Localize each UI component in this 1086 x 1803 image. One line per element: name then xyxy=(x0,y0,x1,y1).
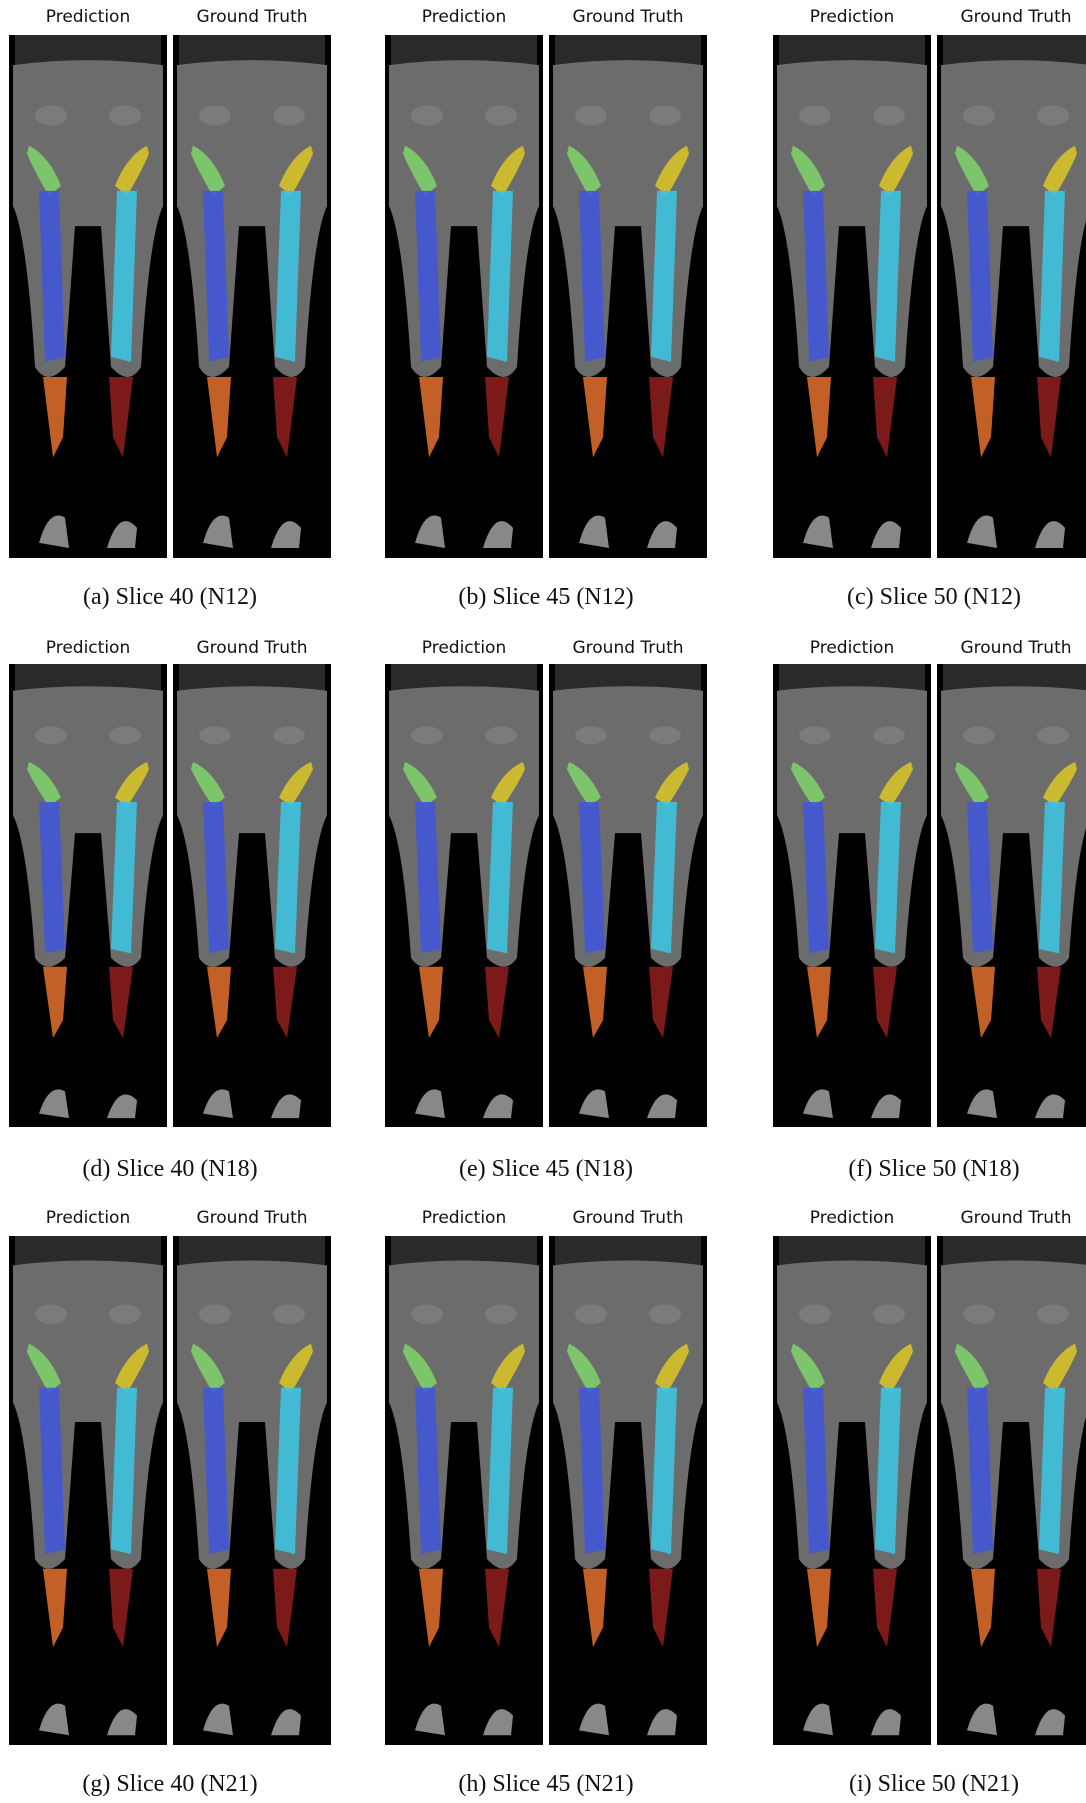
prediction-image xyxy=(385,664,543,1127)
ct-slice xyxy=(385,664,543,1127)
ground-truth-image xyxy=(173,664,331,1127)
caption: (i) Slice 50 (N21) xyxy=(774,1771,1086,1798)
prediction-label: Prediction xyxy=(385,7,543,27)
ground-truth-image xyxy=(173,35,331,558)
prediction-image xyxy=(385,1236,543,1745)
prediction-label: Prediction xyxy=(9,1208,167,1228)
ct-slice xyxy=(773,1236,931,1745)
ground-truth-label: Ground Truth xyxy=(937,638,1086,658)
prediction-image xyxy=(9,664,167,1127)
caption: (f) Slice 50 (N18) xyxy=(774,1156,1086,1183)
ct-slice xyxy=(9,1236,167,1745)
ct-slice xyxy=(173,664,331,1127)
ct-slice xyxy=(9,664,167,1127)
ct-slice xyxy=(773,664,931,1127)
prediction-label: Prediction xyxy=(773,1208,931,1228)
ground-truth-label: Ground Truth xyxy=(173,7,331,27)
ct-slice xyxy=(173,35,331,558)
caption: (a) Slice 40 (N12) xyxy=(10,584,330,611)
ct-slice xyxy=(937,1236,1086,1745)
ground-truth-label: Ground Truth xyxy=(549,638,707,658)
prediction-image xyxy=(9,35,167,558)
caption: (g) Slice 40 (N21) xyxy=(10,1771,330,1798)
ct-slice xyxy=(549,664,707,1127)
prediction-label: Prediction xyxy=(385,638,543,658)
ground-truth-image xyxy=(937,664,1086,1127)
prediction-image xyxy=(385,35,543,558)
ct-slice xyxy=(937,664,1086,1127)
ground-truth-image xyxy=(549,35,707,558)
caption: (h) Slice 45 (N21) xyxy=(386,1771,706,1798)
prediction-label: Prediction xyxy=(773,7,931,27)
ground-truth-image xyxy=(173,1236,331,1745)
prediction-label: Prediction xyxy=(385,1208,543,1228)
ground-truth-image xyxy=(937,1236,1086,1745)
ground-truth-label: Ground Truth xyxy=(937,1208,1086,1228)
prediction-image xyxy=(773,1236,931,1745)
ground-truth-label: Ground Truth xyxy=(549,7,707,27)
ct-slice xyxy=(385,35,543,558)
ct-slice xyxy=(9,35,167,558)
ground-truth-image xyxy=(549,1236,707,1745)
prediction-label: Prediction xyxy=(9,7,167,27)
caption: (e) Slice 45 (N18) xyxy=(386,1156,706,1183)
ground-truth-label: Ground Truth xyxy=(173,638,331,658)
prediction-image xyxy=(773,35,931,558)
ct-slice xyxy=(385,1236,543,1745)
ground-truth-label: Ground Truth xyxy=(549,1208,707,1228)
ground-truth-label: Ground Truth xyxy=(937,7,1086,27)
caption: (c) Slice 50 (N12) xyxy=(774,584,1086,611)
prediction-label: Prediction xyxy=(773,638,931,658)
ground-truth-image xyxy=(549,664,707,1127)
prediction-label: Prediction xyxy=(9,638,167,658)
caption: (b) Slice 45 (N12) xyxy=(386,584,706,611)
ct-slice xyxy=(937,35,1086,558)
prediction-image xyxy=(773,664,931,1127)
ground-truth-image xyxy=(937,35,1086,558)
ct-slice xyxy=(173,1236,331,1745)
ct-slice xyxy=(549,35,707,558)
ct-slice xyxy=(773,35,931,558)
ct-slice xyxy=(549,1236,707,1745)
prediction-image xyxy=(9,1236,167,1745)
ground-truth-label: Ground Truth xyxy=(173,1208,331,1228)
figure: Prediction Ground Truth (a) Slice 40 (N12)… xyxy=(0,0,1086,1803)
caption: (d) Slice 40 (N18) xyxy=(10,1156,330,1183)
